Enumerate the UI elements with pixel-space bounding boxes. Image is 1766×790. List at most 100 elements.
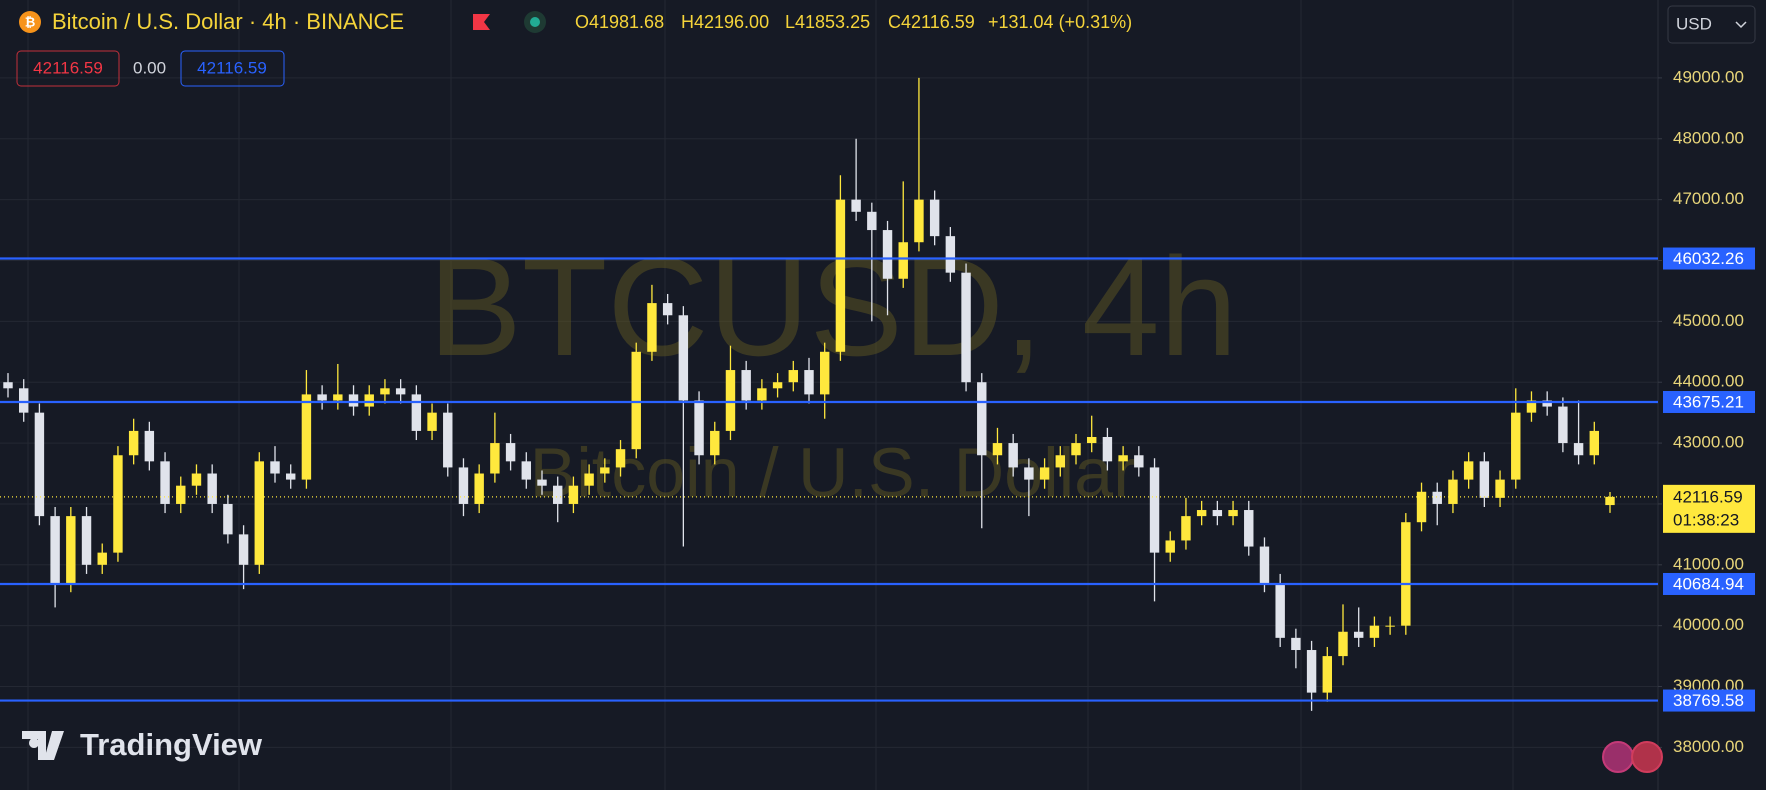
candle-body <box>1542 400 1552 407</box>
candle-body <box>584 473 594 486</box>
candle-body <box>333 394 343 401</box>
candle-body <box>1479 461 1490 498</box>
candle-body <box>1291 637 1301 651</box>
y-tick-label: 40000.00 <box>1673 615 1744 634</box>
candle-body <box>1008 443 1018 468</box>
ohlc-high: H42196.00 <box>681 12 769 32</box>
candle-body <box>631 351 641 450</box>
candle-body <box>1605 496 1615 506</box>
candle-body <box>1432 491 1442 504</box>
candle-body <box>929 199 940 237</box>
y-tick-label: 38000.00 <box>1673 737 1744 756</box>
candle-body <box>1134 455 1144 468</box>
level-label: 43675.21 <box>1673 392 1744 411</box>
candle-body <box>1573 443 1584 456</box>
candle-body <box>537 479 547 486</box>
currency-select[interactable] <box>1667 5 1756 44</box>
candle-body <box>1071 443 1081 456</box>
candle-body <box>1102 436 1113 462</box>
candle-body <box>521 461 532 480</box>
candle-body <box>443 412 453 468</box>
candle-body <box>1306 650 1317 693</box>
candle-body <box>160 461 170 504</box>
candle-body <box>1086 436 1097 444</box>
candle-body <box>898 242 908 279</box>
candle-body <box>458 467 469 504</box>
candle-body <box>647 303 657 352</box>
grid <box>0 0 1658 790</box>
y-tick-label: 41000.00 <box>1673 554 1744 573</box>
level-label: 46032.26 <box>1673 249 1744 268</box>
candle-body <box>1275 583 1285 638</box>
candle-body <box>317 394 327 401</box>
candle-body <box>411 394 422 431</box>
watermark-symbol: BTCUSD, 4h <box>428 228 1237 385</box>
candle-body <box>1385 625 1395 627</box>
level-label-box <box>1663 572 1755 595</box>
candle-body <box>552 485 563 504</box>
flag-icon <box>473 14 490 30</box>
logo-mark <box>22 731 64 760</box>
candle-body <box>945 236 956 273</box>
candle-body <box>1401 522 1411 626</box>
candle-body <box>34 412 45 517</box>
ohlc-close: C42116.59 <box>888 12 975 32</box>
candle-body <box>694 400 704 456</box>
logo-text: TradingView <box>80 727 263 762</box>
y-tick-label: 49000.00 <box>1673 67 1744 86</box>
candle-body <box>1526 400 1537 413</box>
candle-body <box>1322 656 1333 693</box>
candle-body <box>1039 467 1050 480</box>
candle-body <box>757 388 767 401</box>
y-tick-label: 45000.00 <box>1673 311 1744 330</box>
candle-body <box>97 552 107 565</box>
level-label: 40684.94 <box>1673 574 1744 593</box>
candle-body <box>128 430 139 456</box>
ohlc-open: O41981.68 <box>575 12 664 32</box>
candle-body <box>1589 430 1600 456</box>
candle-body <box>474 473 484 504</box>
indicator-value: 42116.59 <box>197 58 267 77</box>
status-dot <box>530 17 540 27</box>
candle-body <box>1181 516 1191 541</box>
candle-body <box>804 370 814 395</box>
candle-body <box>600 467 610 474</box>
indicator-box <box>16 50 120 87</box>
candle-body <box>254 461 265 565</box>
coin-icon <box>19 11 41 33</box>
watermark: BTCUSD, 4h Bitcoin / U.S. Dollar <box>428 228 1237 512</box>
event-flag[interactable] <box>1602 741 1634 773</box>
candle-body <box>772 382 783 389</box>
currency-label[interactable]: USD <box>1676 14 1712 33</box>
candle-body <box>1118 455 1128 462</box>
candle-body <box>1558 406 1568 444</box>
candle-body <box>568 485 579 504</box>
candle-body <box>1353 631 1364 638</box>
candle-body <box>223 503 233 535</box>
candle-body <box>1259 546 1270 584</box>
candle-body <box>662 303 673 316</box>
level-label-box <box>1663 390 1755 413</box>
ohlc-change: +131.04 (+0.31%) <box>988 12 1132 32</box>
candle-body <box>678 315 689 401</box>
candle-body <box>1338 631 1348 657</box>
candle-body <box>364 394 374 407</box>
candle-body <box>144 430 155 462</box>
candle-body <box>882 230 893 279</box>
candle-body <box>380 388 390 395</box>
indicator-value: 42116.59 <box>33 58 103 77</box>
candle-body <box>1369 625 1380 638</box>
watermark-description: Bitcoin / U.S. Dollar <box>530 433 1137 511</box>
candle-body <box>1416 491 1427 523</box>
candle-body <box>427 412 437 431</box>
candle-body <box>1463 461 1474 480</box>
overlay: 46032.26 43675.21 40684.94 38769.58 42116.59… <box>0 247 1755 712</box>
candle-body <box>1196 510 1207 517</box>
event-flag[interactable] <box>1631 741 1663 773</box>
candle-body <box>725 370 736 431</box>
candle-body <box>741 370 751 401</box>
candle-body <box>81 516 92 565</box>
candle-body <box>835 199 846 352</box>
candle-body <box>3 382 13 389</box>
candle-body <box>207 473 217 504</box>
